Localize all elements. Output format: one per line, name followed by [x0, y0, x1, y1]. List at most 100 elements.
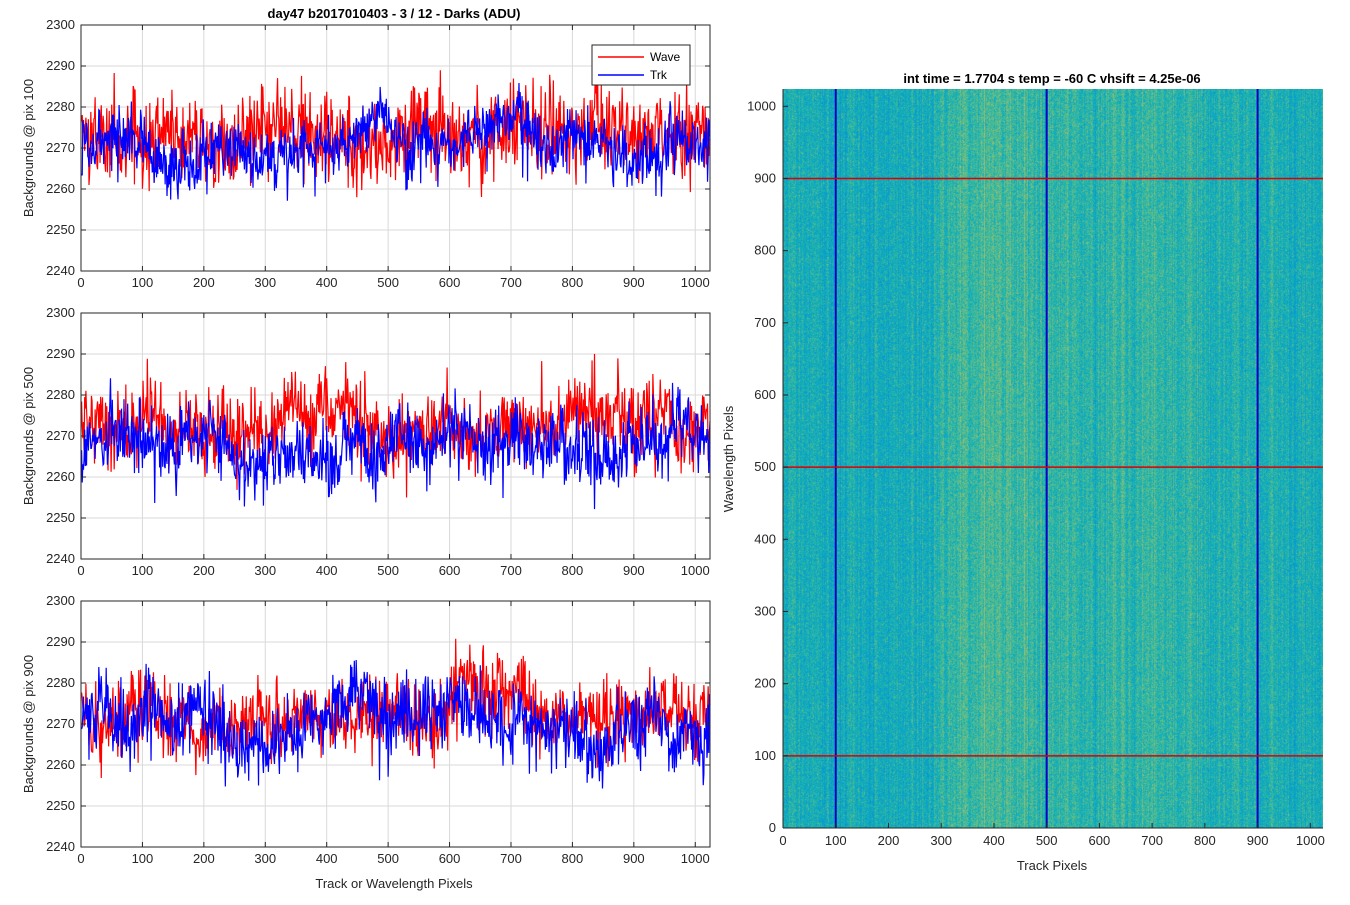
y-tick-label: 2250	[46, 798, 75, 813]
heatmap-y-tick-label: 700	[754, 315, 776, 330]
ylabel-top: Backgrounds @ pix 100	[21, 79, 36, 217]
y-tick-label: 2270	[46, 428, 75, 443]
x-tick-label: 500	[377, 563, 399, 578]
x-tick-label: 400	[316, 275, 338, 290]
heatmap-y-tick-label: 500	[754, 459, 776, 474]
legend-label-wave: Wave	[650, 50, 681, 64]
x-tick-label: 100	[132, 563, 154, 578]
series-line-trk	[81, 660, 711, 789]
heatmap-x-tick-label: 500	[1036, 833, 1058, 848]
x-tick-label: 600	[439, 275, 461, 290]
line-panel-middle: Backgrounds @ pix 500 0 100 200 300 400 500 60…	[21, 305, 711, 578]
x-tick-label: 700	[500, 275, 522, 290]
y-tick-label: 2300	[46, 593, 75, 608]
y-tick-label: 2240	[46, 551, 75, 566]
x-tick-label: 800	[562, 563, 584, 578]
x-tick-label: 400	[316, 563, 338, 578]
x-tick-label: 300	[254, 851, 276, 866]
y-tick-label: 2250	[46, 222, 75, 237]
heatmap-x-tick-label: 700	[1141, 833, 1163, 848]
heatmap-x-tick-label: 100	[825, 833, 847, 848]
x-tick-label: 300	[254, 275, 276, 290]
y-tick-label: 2260	[46, 469, 75, 484]
x-tick-label: 700	[500, 563, 522, 578]
series-line-wave	[81, 353, 711, 498]
legend: Wave Trk	[591, 44, 691, 86]
y-tick-label: 2300	[46, 17, 75, 32]
heatmap-y-tick-label: 0	[769, 820, 776, 835]
y-tick-label: 2240	[46, 263, 75, 278]
x-tick-label: 1000	[681, 851, 710, 866]
y-tick-label: 2280	[46, 387, 75, 402]
y-tick-label: 2260	[46, 757, 75, 772]
heatmap-image-holder	[783, 89, 1323, 828]
heatmap-x-tick-label: 1000	[1296, 833, 1325, 848]
x-tick-label: 100	[132, 275, 154, 290]
x-tick-label: 300	[254, 563, 276, 578]
legend-box	[591, 44, 691, 86]
x-tick-label: 600	[439, 851, 461, 866]
heatmap-xlabel: Track Pixels	[1017, 858, 1088, 873]
heatmap-y-tick-label: 800	[754, 243, 776, 258]
figure-title: day47 b2017010403 - 3 / 12 - Darks (ADU)	[268, 6, 521, 21]
heatmap-y-tick-label: 200	[754, 676, 776, 691]
heatmap-y-tick-label: 400	[754, 531, 776, 546]
x-tick-label: 900	[623, 275, 645, 290]
heatmap-x-tick-label: 300	[930, 833, 952, 848]
heatmap-y-tick-label: 900	[754, 170, 776, 185]
y-tick-label: 2250	[46, 510, 75, 525]
heatmap-x-tick-label: 800	[1194, 833, 1216, 848]
series-line-wave	[81, 65, 711, 198]
x-tick-label: 500	[377, 851, 399, 866]
y-tick-label: 2300	[46, 305, 75, 320]
y-tick-label: 2290	[46, 634, 75, 649]
x-tick-label: 100	[132, 851, 154, 866]
heatmap-x-tick-label: 200	[878, 833, 900, 848]
legend-label-trk: Trk	[650, 68, 668, 82]
series-line-trk	[81, 378, 711, 510]
x-tick-label: 400	[316, 851, 338, 866]
x-tick-label: 200	[193, 851, 215, 866]
x-tick-label: 600	[439, 563, 461, 578]
heatmap-y-tick-label: 100	[754, 748, 776, 763]
heatmap-x-tick-label: 0	[779, 833, 786, 848]
heatmap-ylabel: Wavelength Pixels	[721, 405, 736, 512]
y-tick-label: 2290	[46, 58, 75, 73]
y-tick-label: 2240	[46, 839, 75, 854]
x-tick-label: 1000	[681, 563, 710, 578]
x-tick-label: 900	[623, 851, 645, 866]
y-tick-label: 2290	[46, 346, 75, 361]
series-line-trk	[81, 83, 711, 201]
x-tick-label: 500	[377, 275, 399, 290]
heatmap-x-tick-label: 400	[983, 833, 1005, 848]
y-tick-label: 2280	[46, 675, 75, 690]
x-tick-label: 0	[77, 563, 84, 578]
ylabel-bottom: Backgrounds @ pix 900	[21, 655, 36, 793]
heatmap-x-tick-label: 600	[1089, 833, 1111, 848]
heatmap-image	[783, 89, 1323, 828]
x-tick-label: 800	[562, 851, 584, 866]
y-tick-label: 2260	[46, 181, 75, 196]
y-tick-label: 2270	[46, 140, 75, 155]
y-tick-label: 2280	[46, 99, 75, 114]
x-tick-label: 0	[77, 275, 84, 290]
xlabel-bottom: Track or Wavelength Pixels	[315, 876, 473, 891]
line-panel-bottom: Backgrounds @ pix 900 Track or Wavelengt…	[21, 593, 711, 891]
heatmap-x-tick-label: 900	[1247, 833, 1269, 848]
x-tick-label: 700	[500, 851, 522, 866]
x-tick-label: 0	[77, 851, 84, 866]
heatmap-y-tick-label: 300	[754, 603, 776, 618]
heatmap-title: int time = 1.7704 s temp = -60 C vhsift …	[903, 71, 1200, 86]
heatmap-y-tick-label: 1000	[747, 98, 776, 113]
x-tick-label: 1000	[681, 275, 710, 290]
x-tick-label: 200	[193, 563, 215, 578]
line-panel-top: Backgrounds @ pix 100 0 100 200 300 400 500 60…	[21, 17, 711, 290]
heatmap-panel: int time = 1.7704 s temp = -60 C vhsift …	[721, 71, 1325, 873]
x-tick-label: 200	[193, 275, 215, 290]
ylabel-middle: Backgrounds @ pix 500	[21, 367, 36, 505]
x-tick-label: 900	[623, 563, 645, 578]
y-tick-label: 2270	[46, 716, 75, 731]
heatmap-y-tick-label: 600	[754, 387, 776, 402]
x-tick-label: 800	[562, 275, 584, 290]
